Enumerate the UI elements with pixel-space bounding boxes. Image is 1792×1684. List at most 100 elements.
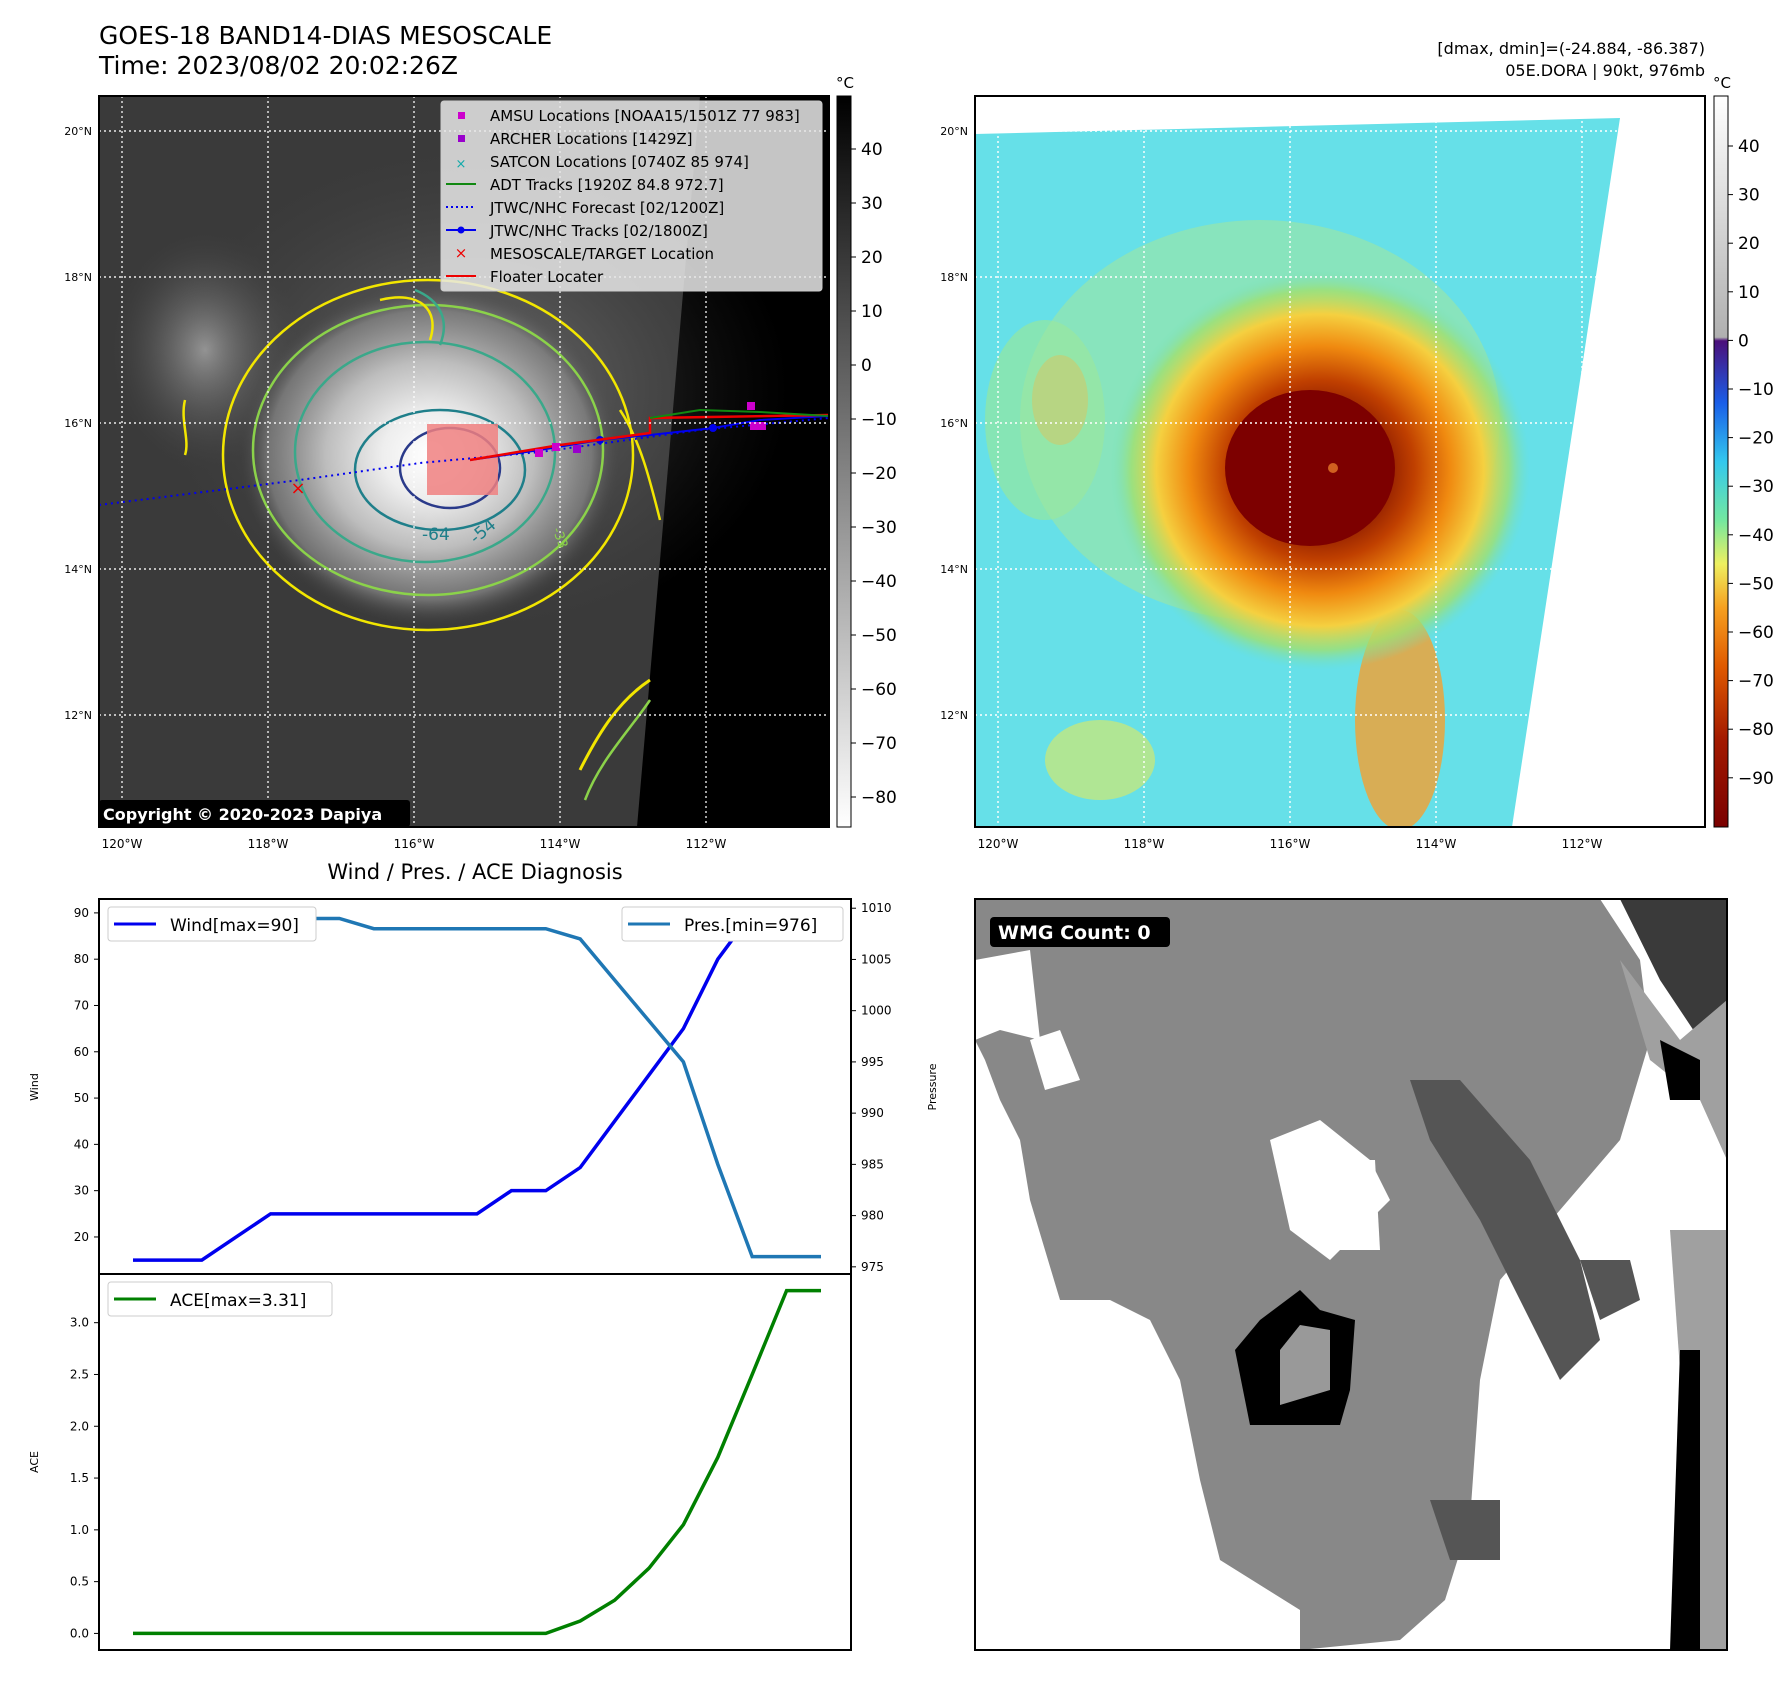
svg-text:×: × (455, 244, 468, 262)
lon-label-116w-b: 116°W (1270, 837, 1311, 851)
wind-y-axis-label: Wind (28, 1073, 41, 1101)
wmg-panel: WMG Count: 0 (974, 898, 1728, 1651)
colorbar-tick-label: −50 (861, 626, 897, 646)
figure-title: GOES-18 BAND14-DIAS MESOSCALE (99, 21, 552, 50)
colorbar-tick-label: 40 (861, 140, 883, 160)
wind-legend: Wind[max=90] (107, 906, 317, 942)
pressure-y-tick-label: 980 (861, 1209, 884, 1223)
wmg-count-label: WMG Count: 0 (998, 922, 1151, 944)
wind-y-tick-label: 90 (74, 906, 89, 920)
colorbar-tick-label: 30 (1738, 186, 1760, 206)
ace-y-tick-label: 2.0 (70, 1419, 89, 1433)
colorbar-tick-label: −50 (1738, 574, 1774, 594)
legend-adt: ADT Tracks [1920Z 84.8 972.7] (490, 176, 724, 194)
pressure-y-tick-label: 975 (861, 1260, 884, 1274)
legend-forecast: JTWC/NHC Forecast [02/1200Z] (489, 199, 724, 217)
ace-y-tick-label: 3.0 (70, 1316, 89, 1330)
colorbar-tick-label: 40 (1738, 137, 1760, 157)
lon-label-120w: 120°W (102, 837, 143, 851)
colorbar-tick-label: −10 (1738, 380, 1774, 400)
colorbar-tick-label: −80 (861, 788, 897, 808)
storm-label: 05E.DORA | 90kt, 976mb (1505, 61, 1705, 80)
legend-target: MESOSCALE/TARGET Location (490, 245, 714, 263)
legend-tracks: JTWC/NHC Tracks [02/1800Z] (489, 222, 708, 240)
legend-archer: ARCHER Locations [1429Z] (490, 130, 693, 148)
colorbar-tick-label: −80 (1738, 720, 1774, 740)
svg-text:×: × (456, 157, 467, 172)
gray-colorbar-unit: °C (836, 74, 854, 92)
figure-time: Time: 2023/08/02 20:02:26Z (98, 51, 458, 80)
colorbar-tick-label: −70 (861, 734, 897, 754)
colorbar-tick-label: 10 (861, 302, 883, 322)
lat-label-18n-b: 18°N (940, 271, 968, 284)
gray-colorbar: °C 40 30 20 10 0 −10 −20 −30 −40 −50 −60 −70 −80 (836, 74, 897, 828)
ace-legend: ACE[max=3.31] (107, 1281, 333, 1317)
wind-y-tick-label: 60 (74, 1045, 89, 1059)
pressure-y-tick-label: 1010 (861, 901, 892, 915)
wind-pressure-chart: 20 30 40 50 60 70 80 90 975 980 985 990 995 1000 1005… (28, 898, 939, 1275)
colorbar-tick-label: −20 (861, 464, 897, 484)
lat-label-12n-b: 12°N (940, 709, 968, 722)
colorbar-tick-label: −70 (1738, 672, 1774, 692)
lon-label-118w-b: 118°W (1124, 837, 1165, 851)
diagnosis-title: Wind / Pres. / ACE Diagnosis (327, 860, 622, 884)
wmg-gray-region (975, 899, 1650, 1650)
colorbar-tick-label: 10 (1738, 283, 1760, 303)
ir-map-panel: × -64 -54 -33 × (64, 95, 830, 851)
lat-label-14n-b: 14°N (940, 563, 968, 576)
map-legend: × × AMSU Locations [NOAA15/1501Z 77 983]… (440, 100, 823, 292)
lat-label-16n: 16°N (64, 417, 92, 430)
wind-y-tick-label: 40 (74, 1137, 89, 1151)
colorbar-tick-label: −40 (1738, 526, 1774, 546)
pressure-y-tick-label: 995 (861, 1055, 884, 1069)
ace-y-tick-label: 1.5 (70, 1471, 89, 1485)
pressure-legend-label: Pres.[min=976] (684, 916, 817, 936)
lon-label-114w-b: 114°W (1416, 837, 1457, 851)
ace-legend-label: ACE[max=3.31] (170, 1291, 306, 1311)
lat-label-18n: 18°N (64, 271, 92, 284)
floater-locater-line (469, 413, 829, 462)
lon-label-118w: 118°W (248, 837, 289, 851)
colorbar-tick-label: −30 (1738, 477, 1774, 497)
colorbar-tick-label: −40 (861, 572, 897, 592)
colorbar-tick-label: −90 (1738, 769, 1774, 789)
lat-label-16n-b: 16°N (940, 417, 968, 430)
color-colorbar: °C 40 30 20 10 0 −10 −20 −30 −40 −50 −60 −70 −80 −90 (1713, 74, 1774, 828)
ace-y-tick-label: 1.0 (70, 1523, 89, 1537)
pressure-y-axis-label: Pressure (926, 1063, 939, 1110)
colorbar-tick-label: 0 (1738, 331, 1749, 351)
target-marker: × (290, 478, 305, 499)
lon-label-112w: 112°W (686, 837, 727, 851)
adt-track (649, 408, 829, 419)
colorbar-tick-label: 20 (861, 248, 883, 268)
ace-y-tick-label: 2.5 (70, 1367, 89, 1381)
wind-series-line (133, 911, 821, 1262)
wmg-darkgray-band (1410, 1080, 1600, 1380)
colorbar-tick-label: 0 (861, 356, 872, 376)
contour-label-1: -64 (422, 525, 450, 545)
pressure-legend: Pres.[min=976] (621, 906, 844, 942)
legend-floater: Floater Locater (490, 268, 604, 286)
forecast-track (99, 417, 829, 506)
lat-label-14n: 14°N (64, 563, 92, 576)
wind-y-tick-label: 50 (74, 1091, 89, 1105)
lon-label-120w-b: 120°W (978, 837, 1019, 851)
wind-y-tick-label: 80 (74, 952, 89, 966)
color-colorbar-unit: °C (1713, 74, 1731, 92)
colorbar-tick-label: −60 (1738, 623, 1774, 643)
colorbar-tick-label: −30 (861, 518, 897, 538)
legend-satcon: SATCON Locations [0740Z 85 974] (490, 153, 749, 171)
color-map-panel: 20°N 18°N 16°N 14°N 12°N 120°W 118°W 116… (940, 95, 1706, 851)
ace-chart: 0.0 0.5 1.0 1.5 2.0 2.5 3.0 ACE ACE[max=3.31] (28, 1273, 852, 1651)
colorbar-tick-label: 30 (861, 194, 883, 214)
pressure-y-tick-label: 985 (861, 1157, 884, 1171)
wind-y-tick-label: 20 (74, 1230, 89, 1244)
pressure-y-tick-label: 1000 (861, 1004, 892, 1018)
lat-label-20n-b: 20°N (940, 125, 968, 138)
wind-y-tick-label: 30 (74, 1184, 89, 1198)
ace-y-axis-label: ACE (28, 1451, 41, 1473)
lon-label-116w: 116°W (394, 837, 435, 851)
copyright-label: Copyright © 2020-2023 Dapiya (103, 805, 382, 824)
legend-amsu: AMSU Locations [NOAA15/1501Z 77 983] (490, 107, 800, 125)
